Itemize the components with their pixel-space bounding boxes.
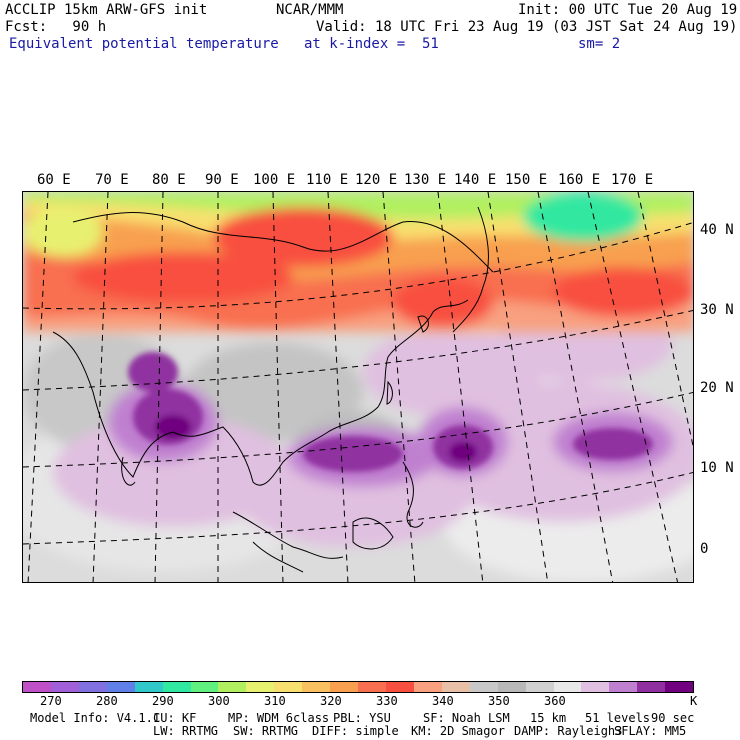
colorbar-bin <box>441 682 470 692</box>
smoothing: sm= 2 <box>578 36 621 52</box>
lat-label: 30 N <box>700 302 734 318</box>
lon-label: 70 E <box>95 172 129 188</box>
model-info-item: 15 km <box>530 711 567 725</box>
graticule <box>23 192 693 582</box>
lon-label: 80 E <box>152 172 186 188</box>
colorbar-bin <box>162 682 191 692</box>
colorbar-bin <box>134 682 163 692</box>
model-info-item: DIFF: simple <box>312 724 399 738</box>
model-info-item: PBL: YSU <box>333 711 391 725</box>
colorbar-bin <box>302 682 331 692</box>
lat-label: 10 N <box>700 460 734 476</box>
model-info-item: KM: 2D Smagor <box>411 724 505 738</box>
lon-label: 110 E <box>306 172 349 188</box>
lon-label: 130 E <box>404 172 447 188</box>
model-title: ACCLIP 15km ARW-GFS init <box>5 2 208 18</box>
lon-label: 90 E <box>205 172 239 188</box>
model-info-item: LW: RRTMG <box>153 724 219 738</box>
colorbar-tick-label: 310 <box>264 694 286 708</box>
valid-time: Valid: 18 UTC Fri 23 Aug 19 (03 JST Sat … <box>316 19 738 35</box>
colorbar-bin <box>106 682 135 692</box>
colorbar-bin <box>218 682 247 692</box>
field-name: Equivalent potential temperature <box>9 36 279 52</box>
colorbar-bin <box>274 682 303 692</box>
colorbar-bin <box>190 682 219 692</box>
colorbar-tick-label: 270 <box>40 694 62 708</box>
lat-label: 40 N <box>700 222 734 238</box>
map-field <box>23 192 693 582</box>
lat-label: 20 N <box>700 380 734 396</box>
colorbar-bin <box>78 682 107 692</box>
lon-label: 150 E <box>505 172 548 188</box>
lon-label: 60 E <box>37 172 71 188</box>
center-name: NCAR/MMM <box>276 2 344 18</box>
colorbar-unit: K <box>690 694 698 708</box>
lon-label: 160 E <box>558 172 601 188</box>
map-panel <box>22 191 694 583</box>
lat-label: 0 <box>700 541 709 557</box>
colorbar-bin <box>525 682 554 692</box>
lon-label: 170 E <box>611 172 654 188</box>
colorbar-tick-label: 360 <box>544 694 566 708</box>
model-info-item: SFLAY: MM5 <box>614 724 687 738</box>
colorbar-bin <box>385 682 414 692</box>
colorbar-bin <box>330 682 359 692</box>
model-info-item: 51 levels <box>585 711 651 725</box>
model-info-item: MP: WDM 6class <box>228 711 330 725</box>
model-info-item: 90 sec <box>651 711 695 725</box>
colorbar-bin <box>609 682 638 692</box>
colorbar-bin <box>497 682 526 692</box>
colorbar-tick-label: 350 <box>488 694 510 708</box>
lon-label: 140 E <box>454 172 497 188</box>
colorbar-tick-label: 340 <box>432 694 454 708</box>
colorbar-bin <box>637 682 666 692</box>
colorbar-tick-label: 330 <box>376 694 398 708</box>
colorbar-bin <box>246 682 275 692</box>
colorbar-bin <box>469 682 498 692</box>
model-info-item: Model Info: V4.1.1 <box>30 711 161 725</box>
model-info-item: SF: Noah LSM <box>423 711 510 725</box>
init-time: Init: 00 UTC Tue 20 Aug 19 <box>518 2 738 18</box>
colorbar-bin <box>553 682 582 692</box>
coastlines <box>52 206 494 573</box>
lon-label: 120 E <box>355 172 398 188</box>
level-index: at k-index = 51 <box>304 36 439 52</box>
colorbar-bin <box>413 682 442 692</box>
colorbar-bin <box>665 682 694 692</box>
colorbar-tick-label: 320 <box>320 694 342 708</box>
forecast-hour: Fcst: 90 h <box>5 19 107 35</box>
colorbar-bin <box>50 682 79 692</box>
colorbar-bin <box>358 682 386 692</box>
colorbar-tick-label: 280 <box>96 694 118 708</box>
colorbar-bin <box>581 682 610 692</box>
model-info-item: CU: KF <box>153 711 197 725</box>
colorbar-tick-label: 290 <box>152 694 174 708</box>
colorbar <box>22 681 694 693</box>
colorbar-tick-label: 300 <box>208 694 230 708</box>
lon-label: 100 E <box>253 172 296 188</box>
model-info-item: SW: RRTMG <box>233 724 299 738</box>
colorbar-bin <box>23 682 51 692</box>
model-info-item: DAMP: Rayleigh3 <box>514 724 623 738</box>
